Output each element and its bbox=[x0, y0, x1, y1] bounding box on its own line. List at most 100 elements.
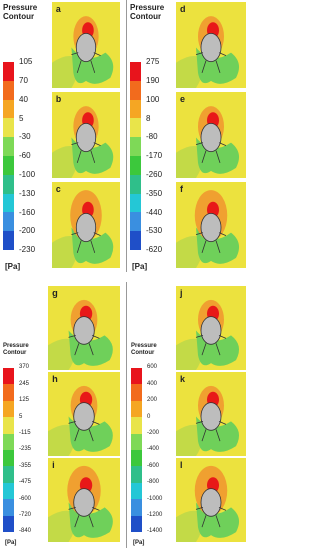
colorbar-segment bbox=[131, 482, 142, 500]
colorbar-segment bbox=[130, 156, 141, 176]
contour-panel: l bbox=[176, 458, 246, 542]
level-label: -170 bbox=[146, 151, 163, 161]
contour-panel: e bbox=[176, 92, 246, 178]
colorbar-segment bbox=[3, 515, 14, 533]
level-label: -840 bbox=[19, 528, 32, 535]
colorbar-segment bbox=[3, 118, 14, 138]
unit-label: [Pa] bbox=[133, 540, 145, 546]
colorbar-segment bbox=[131, 368, 142, 385]
level-label: 0 bbox=[147, 413, 151, 420]
colorbar-segment bbox=[3, 193, 14, 213]
colorbar-segment bbox=[130, 174, 141, 195]
level-label: -235 bbox=[19, 446, 32, 453]
figure: Pressure Contour 105 70 40 5 -30 -60 -100 -130 -1… bbox=[3, 0, 246, 548]
colorbar-segment bbox=[3, 231, 14, 251]
contour-panel: c bbox=[52, 182, 120, 268]
colorbar-segment bbox=[130, 62, 141, 82]
contour-panel: d bbox=[176, 2, 246, 88]
colorbar-segment bbox=[3, 99, 14, 119]
colorbar-segment bbox=[3, 466, 14, 484]
level-label: -1400 bbox=[147, 528, 163, 535]
legend-title: Pressure Contour bbox=[3, 3, 38, 21]
level-label: -230 bbox=[19, 245, 36, 255]
level-label: 275 bbox=[146, 57, 160, 67]
level-label: 200 bbox=[147, 397, 158, 404]
level-label: 70 bbox=[19, 76, 28, 85]
level-label: 190 bbox=[146, 76, 160, 85]
colorbar-segment bbox=[3, 400, 14, 418]
level-label: 8 bbox=[146, 113, 151, 123]
colorbar-segment bbox=[3, 368, 14, 385]
level-label: 370 bbox=[19, 364, 30, 371]
colorbar-segment bbox=[131, 400, 142, 418]
level-label: 600 bbox=[147, 364, 158, 371]
level-label: -1000 bbox=[147, 495, 163, 502]
unit-label: [Pa] bbox=[132, 262, 148, 271]
level-label: -130 bbox=[19, 188, 36, 198]
level-label: -620 bbox=[146, 245, 163, 255]
colorbar-segment bbox=[131, 384, 142, 402]
colorbar-segment bbox=[130, 137, 141, 157]
contour-panel: k bbox=[176, 372, 246, 456]
contour-panel: i bbox=[48, 458, 120, 542]
level-label: -600 bbox=[19, 495, 32, 502]
level-label: -355 bbox=[19, 462, 32, 469]
level-label: 100 bbox=[146, 94, 160, 104]
colorbar-segment bbox=[3, 433, 14, 451]
contour-panel: g bbox=[48, 286, 120, 370]
panel-label: g bbox=[52, 288, 58, 298]
colorbar-segment bbox=[3, 62, 14, 82]
level-label: -440 bbox=[146, 207, 163, 217]
level-label: -1200 bbox=[147, 512, 163, 518]
panel-label: b bbox=[56, 94, 62, 104]
level-label: 5 bbox=[19, 113, 24, 123]
level-label: -100 bbox=[19, 170, 36, 179]
colorbar-segment bbox=[131, 417, 142, 435]
colorbar-segment bbox=[130, 231, 141, 251]
colorbar-segment bbox=[130, 212, 141, 232]
unit-label: [Pa] bbox=[5, 262, 21, 271]
colorbar-segment bbox=[131, 499, 142, 517]
colorbar-segment bbox=[3, 417, 14, 435]
contour-panel: h bbox=[48, 372, 120, 456]
divider bbox=[126, 282, 127, 548]
panel-label: l bbox=[180, 460, 182, 470]
colorbar-segment bbox=[131, 433, 142, 451]
level-label: -800 bbox=[147, 479, 160, 486]
colorbar-segment bbox=[3, 450, 14, 467]
contour-panel: j bbox=[176, 286, 246, 370]
level-label: -200 bbox=[19, 226, 36, 236]
colorbar-segment bbox=[3, 156, 14, 176]
level-label: -80 bbox=[146, 132, 158, 142]
colorbar-segment bbox=[3, 174, 14, 195]
level-label: -60 bbox=[19, 151, 31, 161]
unit-label: [Pa] bbox=[5, 540, 17, 546]
colorbar-segment bbox=[3, 482, 14, 500]
colorbar-segment bbox=[3, 212, 14, 232]
colorbar-segment bbox=[131, 515, 142, 533]
contour-panel: f bbox=[176, 182, 246, 268]
panel-label: f bbox=[180, 184, 184, 194]
level-label: -475 bbox=[19, 479, 32, 486]
level-label: -30 bbox=[19, 132, 31, 142]
level-label: -530 bbox=[146, 226, 163, 236]
level-label: 245 bbox=[19, 380, 30, 387]
colorbar-segment bbox=[3, 384, 14, 402]
level-label: 40 bbox=[19, 94, 28, 104]
legend-title: Pressure Contour bbox=[3, 343, 29, 356]
level-label: -720 bbox=[19, 512, 32, 518]
panel-label: k bbox=[180, 374, 185, 384]
level-label: -160 bbox=[19, 207, 36, 217]
level-label: 5 bbox=[19, 413, 23, 420]
colorbar-segment bbox=[130, 193, 141, 213]
colorbar-segment bbox=[131, 450, 142, 467]
level-label: -400 bbox=[147, 446, 160, 453]
level-label: 105 bbox=[19, 57, 33, 67]
level-label: -115 bbox=[19, 430, 31, 436]
panel-label: a bbox=[56, 4, 62, 14]
divider bbox=[126, 0, 127, 272]
legend-title: Pressure Contour bbox=[130, 3, 165, 21]
level-label: 400 bbox=[147, 380, 158, 387]
panel-label: c bbox=[56, 184, 61, 194]
legend-title: Pressure Contour bbox=[131, 343, 157, 356]
